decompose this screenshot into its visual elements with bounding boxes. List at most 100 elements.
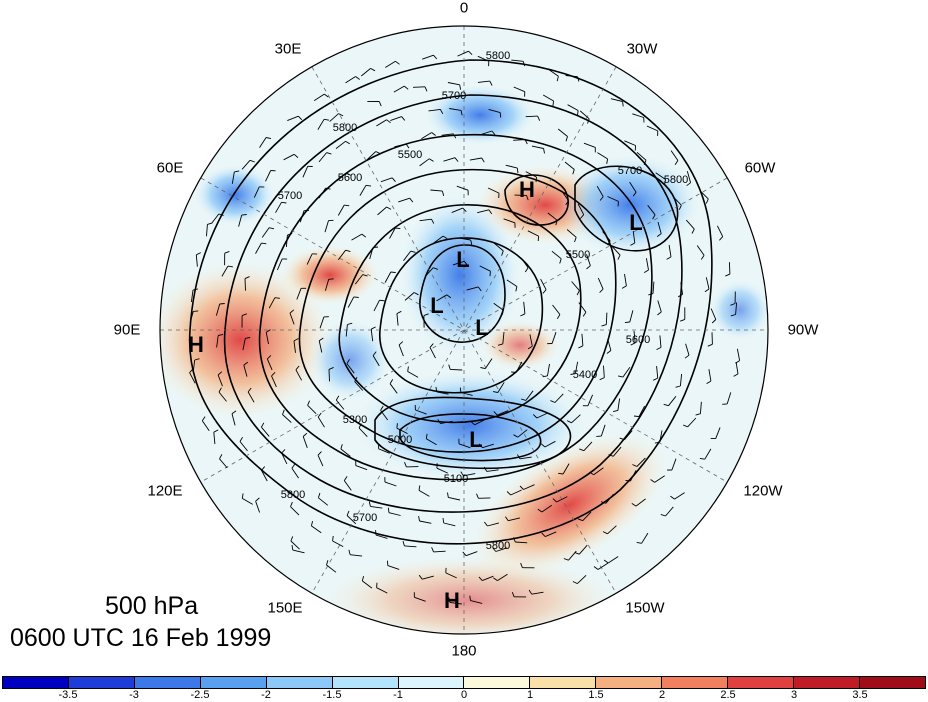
contour-label: 5100 [443,473,469,485]
lon-label-150w: 150W [625,599,665,617]
grid-lines [160,26,768,634]
wind-barb [430,189,443,192]
wind-barb [605,312,608,325]
wind-barb [354,381,364,391]
wind-barb [552,304,561,315]
wind-barb [424,267,434,277]
colorbar-tick-label: -2.5 [190,689,210,701]
wind-barb [597,152,608,160]
wind-barb-flag [344,204,350,207]
wind-barb-flag [733,373,739,377]
wind-barb-flag [587,118,590,124]
wind-barb-flag [528,589,533,595]
map-boundary [159,25,769,635]
wind-barb-flag [189,368,194,373]
low-center: L [469,427,483,452]
wind-barb-flag [492,547,497,552]
wind-barb-flag [543,148,545,154]
colorbar-tick-label: -3.5 [58,689,78,701]
wind-barb-flag [425,433,428,439]
wind-barb-flag [346,359,350,364]
wind-barb [571,414,581,424]
wind-barb-flag [244,276,250,280]
wind-barb-flag [282,409,285,415]
wind-barb-flag [335,395,340,401]
wind-barb-flag [489,80,493,86]
wind-barb-flag [468,50,473,56]
wind-barb [587,394,594,406]
wind-barb-flag [219,303,225,305]
wind-barb-flag [527,345,533,350]
wind-barb-flag [345,140,351,145]
wind-barb-flag [711,319,717,324]
anomaly-shading [160,26,768,634]
lon-label-60w: 60W [744,159,776,177]
wind-barb [404,545,417,548]
wind-barb [370,505,383,509]
wind-barb [285,235,288,248]
wind-barb [687,417,697,428]
wind-barb-flag [231,410,237,415]
wind-barb [287,115,299,122]
wind-barb-flag [704,288,710,293]
wind-barb [219,458,228,469]
wind-barb [318,152,327,163]
wind-barb [271,375,277,388]
wind-barb-flag [261,422,265,428]
colorbar-tick-label: 1 [526,689,534,701]
wind-barb-flag [497,343,503,346]
wind-barb-flag [636,541,642,544]
polar-map [159,25,769,635]
wind-barb [282,414,292,423]
wind-barb [735,302,738,315]
colorbar-tick-label: -1.5 [322,689,342,701]
wind-barb [497,410,509,416]
wind-barb [482,443,494,449]
wind-barb [511,59,524,62]
wind-barb [387,565,400,570]
contour-label: 5800 [485,540,511,552]
wind-barb [554,393,564,403]
wind-barb [317,455,324,467]
wind-barb-flag [213,429,219,433]
wind-barb [568,550,577,561]
wind-barb [525,171,537,178]
wind-barb [261,227,270,238]
wind-barb-flag [643,269,649,273]
wind-barb [351,233,363,241]
wind-barb [551,332,557,344]
wind-barb-flag [542,375,548,378]
wind-barb [403,250,412,261]
lon-label-120w: 120W [743,482,783,500]
wind-barb-flag [409,197,414,203]
wind-barb [355,465,368,471]
wind-barb [215,303,221,316]
wind-barb [633,330,636,343]
wind-barb [313,93,325,101]
wind-barb-flag [332,535,334,542]
wind-barb-flag [261,242,267,245]
colorbar-swatch [662,677,729,688]
wind-barb-flag [234,170,240,173]
wind-barb-flag [558,472,564,475]
wind-barb [418,490,430,497]
wind-barb-flag [328,278,334,280]
wind-barb [243,364,248,377]
wind-barb [415,409,427,415]
wind-barb-flag [266,137,272,140]
wind-barb-flag [390,271,396,274]
wind-barb-flag [730,314,736,317]
wind-barb-flag [493,577,498,581]
high-center: H [188,332,204,357]
colorbar-swatch [596,677,663,688]
wind-barb-flag [380,405,384,411]
wind-barb-flag [396,423,398,429]
wind-barb-flag [477,286,482,292]
wind-barb [318,340,323,353]
wind-barb [672,196,682,206]
wind-barb-flag [663,403,669,407]
wind-barb [244,278,246,291]
wind-barb-flag [516,168,519,174]
wind-barb-flag [580,214,585,219]
wind-barb [450,368,463,371]
